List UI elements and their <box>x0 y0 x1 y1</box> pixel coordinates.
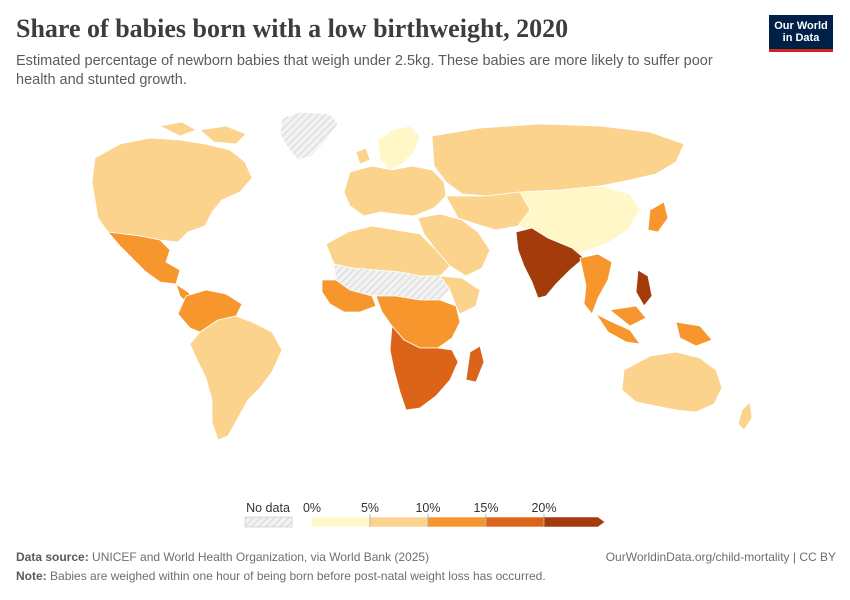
map-region-southeast-asia[interactable] <box>579 253 613 315</box>
legend-bin-3 <box>485 516 545 528</box>
note-text: Babies are weighed within one hour of be… <box>50 569 546 583</box>
map-region-north-america[interactable] <box>91 137 253 243</box>
map-region-north-america-1[interactable] <box>199 125 247 145</box>
legend-no-data-swatch <box>244 516 293 528</box>
map-region-southeast-asia-3[interactable] <box>675 321 713 347</box>
legend-tick-4: 20% <box>531 501 556 515</box>
map-region-japan[interactable] <box>647 201 669 233</box>
logo-line-1: Our World <box>774 20 828 32</box>
legend-tick-3: 15% <box>473 501 498 515</box>
footer: Data source: UNICEF and World Health Org… <box>16 548 836 586</box>
note-line: Note: Babies are weighed within one hour… <box>16 567 836 586</box>
legend-tick-0: 0% <box>303 501 321 515</box>
map-region-greenland[interactable] <box>279 111 339 161</box>
legend-bin-2 <box>427 516 487 528</box>
map-region-southeast-asia-1[interactable] <box>595 313 641 345</box>
legend-bin-1 <box>369 516 429 528</box>
logo-line-2: in Data <box>782 32 820 44</box>
source-url[interactable]: OurWorldinData.org/child-mortality | CC … <box>605 550 836 564</box>
map-region-scandinavia[interactable] <box>377 125 421 171</box>
map-region-west-africa[interactable] <box>321 279 377 313</box>
note-label: Note: <box>16 569 47 583</box>
map-region-russia[interactable] <box>431 123 685 197</box>
legend-tick-1: 5% <box>361 501 379 515</box>
map-region-southern-africa[interactable] <box>389 325 459 411</box>
map-region-madagascar[interactable] <box>465 345 485 383</box>
world-map <box>91 111 753 441</box>
legend-bin-0 <box>311 516 371 528</box>
map-region-mexico[interactable] <box>107 231 181 285</box>
map-region-horn-africa[interactable] <box>439 275 481 315</box>
legend-no-data-label: No data <box>246 501 290 515</box>
map-region-europe[interactable] <box>343 165 447 217</box>
source-label: Data source: <box>16 550 89 564</box>
chart-title: Share of babies born with a low birthwei… <box>16 14 569 43</box>
chart-subtitle: Estimated percentage of newborn babies t… <box>16 53 713 88</box>
map-region-south-america[interactable] <box>189 315 283 441</box>
map-region-china[interactable] <box>517 185 641 253</box>
map-region-southeast-asia-2[interactable] <box>609 305 647 327</box>
map-region-india[interactable] <box>515 227 585 299</box>
map-region-new-zealand[interactable] <box>737 401 753 431</box>
map-region-north-america-2[interactable] <box>159 121 197 137</box>
source-text: UNICEF and World Health Organization, vi… <box>92 550 430 564</box>
map-region-australia[interactable] <box>621 351 723 413</box>
legend-bin-4 <box>543 516 606 528</box>
source-line: Data source: UNICEF and World Health Org… <box>16 548 836 567</box>
map-region-europe-1[interactable] <box>355 147 371 165</box>
owid-logo[interactable]: Our World in Data <box>769 15 833 52</box>
map-region-central-africa[interactable] <box>375 295 461 349</box>
map-region-philippines[interactable] <box>635 269 653 307</box>
map-region-middle-east[interactable] <box>417 213 491 277</box>
legend-tick-2: 10% <box>415 501 440 515</box>
